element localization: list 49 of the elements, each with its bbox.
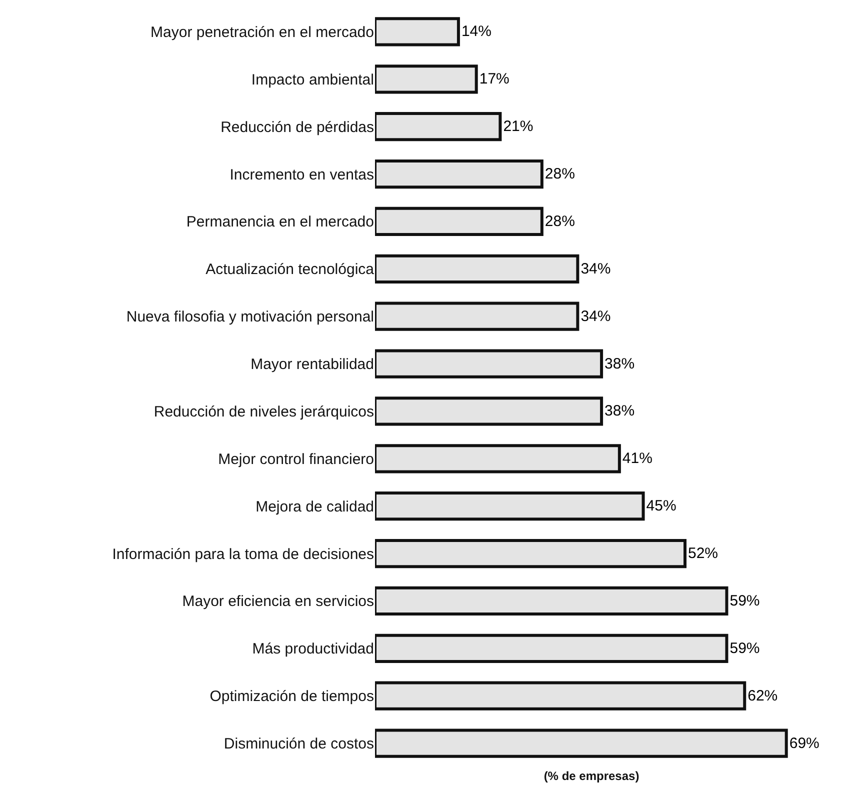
y-tick-label: Más productividad [252, 640, 374, 658]
y-tick-label: Incremento en ventas [230, 166, 374, 184]
y-tick-label: Información para la toma de decisiones [112, 546, 374, 563]
data-label: 52% [688, 545, 718, 562]
data-label: 34% [580, 308, 611, 325]
bar [375, 444, 621, 474]
data-label: 59% [730, 640, 760, 657]
bar [375, 586, 728, 616]
data-label: 69% [789, 734, 820, 752]
bar [375, 302, 580, 331]
data-label: 34% [580, 260, 611, 278]
data-label: 14% [461, 23, 492, 40]
y-tick-label: Reducción de pérdidas [220, 118, 374, 136]
y-tick-label: Mayor rentabilidad [250, 356, 374, 374]
y-tick-label: Nueva filosofia y motivación personal [126, 308, 374, 326]
bar [375, 634, 728, 663]
bar [375, 159, 544, 189]
y-tick-label: Mayor eficiencia en servicios [182, 593, 374, 610]
data-label: 28% [544, 212, 575, 230]
bar [375, 538, 686, 568]
bar [375, 206, 544, 236]
bar [375, 396, 604, 426]
data-label: 17% [479, 70, 510, 88]
data-label: 28% [544, 166, 575, 183]
x-axis-title: (% de empresas) [544, 768, 640, 783]
y-tick-label: Disminución de costos [224, 736, 374, 753]
y-tick-label: Permanencia en el mercado [186, 214, 374, 231]
bar [375, 112, 502, 142]
bar [375, 728, 788, 758]
data-label: 62% [748, 687, 778, 704]
data-label: 45% [646, 498, 676, 515]
bar [375, 17, 460, 46]
data-label: 41% [622, 450, 652, 468]
bar [375, 254, 580, 284]
y-tick-label: Mejora de calidad [256, 498, 374, 516]
y-tick-label: Mejor control financiero [218, 450, 374, 468]
data-label: 21% [503, 118, 534, 136]
bar [375, 492, 645, 521]
y-tick-label: Mayor penetración en el mercado [150, 24, 374, 41]
y-tick-label: Reducción de niveles jerárquicos [154, 403, 374, 420]
y-tick-label: Impacto ambiental [251, 71, 374, 88]
bar [375, 349, 604, 378]
data-label: 38% [604, 402, 635, 420]
data-label: 38% [604, 355, 635, 372]
y-tick-label: Optimización de tiempos [210, 688, 374, 706]
bar [375, 681, 746, 710]
bar [375, 64, 478, 94]
data-label: 59% [730, 592, 760, 610]
y-tick-label: Actualización tecnológica [206, 261, 375, 278]
